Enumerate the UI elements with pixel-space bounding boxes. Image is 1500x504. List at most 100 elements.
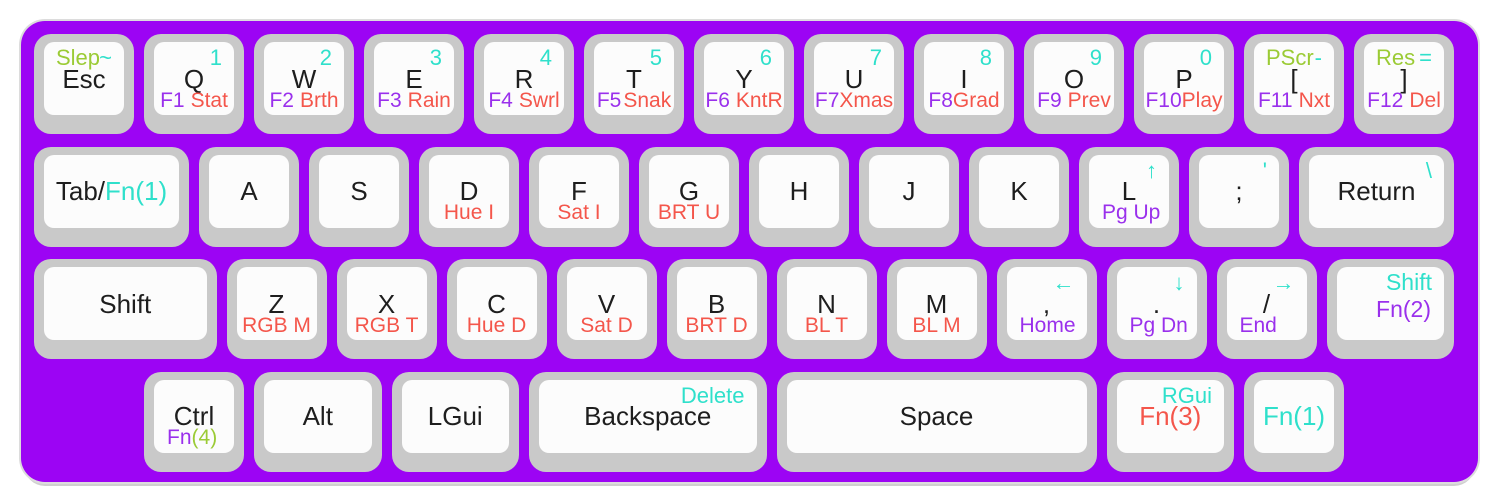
key-t-legend-main: T <box>626 66 642 92</box>
key-y[interactable]: 6 Y F6 KntR <box>694 34 794 134</box>
key-period-legend-bottom: Pg Dn <box>1127 314 1188 338</box>
key-fn3-legend-top-right: RGui <box>1161 382 1212 408</box>
key-b-legend-main-0: B <box>707 288 726 319</box>
key-ctrl-legend-main: Ctrl <box>174 403 214 429</box>
key-g[interactable]: G BRT U <box>639 146 739 247</box>
key-v-legend-main-0: V <box>597 288 616 319</box>
key-x-legend-bottom: RGB T <box>355 314 419 338</box>
key-comma-legend-main: , <box>1043 291 1050 317</box>
key-c[interactable]: C Hue D <box>446 259 547 359</box>
key-esc-legend-main-0: Esc <box>62 63 106 94</box>
key-space[interactable]: Space <box>776 371 1097 472</box>
key-c-legend-bottom-0: Hue D <box>466 313 527 337</box>
key-j[interactable]: J <box>859 146 959 247</box>
key-period-legend-main-0: . <box>1152 288 1161 319</box>
key-i-legend-top-right: 8 <box>979 45 992 70</box>
key-e[interactable]: 3 E F3 Rain <box>364 34 464 134</box>
key-comma[interactable]: ←, Home <box>996 259 1097 359</box>
key-l-legend-main: L <box>1122 178 1136 204</box>
key-u[interactable]: 7 U F7 Xmas <box>804 34 904 134</box>
key-u-legend-bottom: F7 Xmas <box>815 89 893 113</box>
key-u-legend-main-0: U <box>844 63 864 94</box>
key-fn1-legend-main-0: Fn(1) <box>1262 401 1326 431</box>
key-ctrl[interactable]: Ctrl Fn (4) <box>144 371 244 472</box>
key-o-legend-bottom: F9 Prev <box>1037 89 1111 113</box>
key-o[interactable]: 9 O F9 Prev <box>1024 34 1124 134</box>
key-s-legend-main-0: S <box>350 176 368 206</box>
key-g-legend-main: G <box>679 178 699 204</box>
keycap-return: \ Return <box>1309 154 1444 228</box>
key-fn3[interactable]: RGui Fn(3) <box>1106 371 1234 472</box>
key-e-legend-top-right: 3 <box>429 45 442 70</box>
key-t[interactable]: 5 T F5 Snak <box>584 34 684 134</box>
key-u-legend-bottom-1: Xmas <box>839 88 894 112</box>
keycap-lbracket: PScr -[F11 Nxt <box>1254 42 1334 115</box>
key-y-legend-main: Y <box>735 66 752 92</box>
key-v-legend-main: V <box>598 291 615 317</box>
key-w-legend-bottom-0: F2 <box>269 88 294 112</box>
keycap-y: 6 Y F6 KntR <box>704 42 784 115</box>
key-a[interactable]: A <box>199 146 299 247</box>
key-v-legend-bottom-0: Sat D <box>580 313 633 337</box>
key-x[interactable]: X RGB T <box>336 259 437 359</box>
key-n-legend-bottom: BL T <box>797 314 857 338</box>
keycap-e: 3 E F3 Rain <box>374 42 454 115</box>
key-alt-legend-main-0: Alt <box>302 401 333 431</box>
key-backspace[interactable]: Delete Backspace <box>529 371 767 472</box>
key-f-legend-bottom-0: Sat I <box>557 201 601 225</box>
keycap-rbracket: Res =] F12 Del <box>1364 42 1444 115</box>
key-rshift[interactable]: Shift Fn(2) <box>1326 259 1454 359</box>
key-i-legend-main-0: I <box>960 63 968 94</box>
key-t-legend-bottom: F5 Snak <box>597 89 671 113</box>
key-h[interactable]: H <box>749 146 849 247</box>
key-f[interactable]: F Sat I <box>529 146 629 247</box>
keycap-rshift: Shift Fn(2) <box>1336 267 1444 340</box>
key-x-legend-main: X <box>378 291 395 317</box>
key-s[interactable]: S <box>309 146 409 247</box>
keycap-alt: Alt <box>264 379 372 453</box>
key-return-legend-main-0: Return <box>1337 176 1416 206</box>
key-e-legend-main: E <box>405 66 422 92</box>
key-n[interactable]: N BL T <box>776 259 877 359</box>
key-lshift[interactable]: Shift <box>34 259 217 359</box>
key-m[interactable]: M BL M <box>886 259 987 359</box>
key-t-legend-top-right: 5 <box>649 45 662 70</box>
keycap-f: F Sat I <box>539 154 619 228</box>
key-return-legend-main: Return <box>1337 178 1415 204</box>
key-c-legend-bottom: Hue D <box>467 314 527 338</box>
key-z-legend-main-0: Z <box>268 288 285 319</box>
key-k-legend-main: K <box>1010 178 1027 204</box>
keycap-k: K <box>979 154 1059 228</box>
key-b[interactable]: B BRT D <box>666 259 767 359</box>
key-esc[interactable]: Slep ~ Esc <box>34 34 134 134</box>
key-l[interactable]: ↑ L Pg Up <box>1079 146 1179 247</box>
key-i[interactable]: 8 I F8 Grad <box>914 34 1014 134</box>
key-lbracket[interactable]: PScr -[F11 Nxt <box>1244 34 1344 134</box>
keycap-g: G BRT U <box>649 154 729 228</box>
key-w[interactable]: 2 W F2 Brth <box>254 34 354 134</box>
key-p-legend-top-right: 0 <box>1199 45 1212 70</box>
key-tab-legend-main: Tab/Fn(1) <box>56 178 167 204</box>
key-z-legend-bottom-0: RGB M <box>242 313 311 337</box>
key-return[interactable]: \ Return <box>1299 146 1454 247</box>
keycap-comma: ←, Home <box>1006 267 1087 340</box>
key-i-legend-bottom: F8 Grad <box>928 89 999 113</box>
key-fn1-legend-main: Fn(1) <box>1263 403 1325 429</box>
key-lgui[interactable]: LGui <box>391 371 519 472</box>
key-rbracket[interactable]: Res =] F12 Del <box>1354 34 1454 134</box>
key-semicolon[interactable]: '; <box>1189 146 1289 247</box>
key-rbracket-legend-bottom: F12 Del <box>1367 89 1441 113</box>
key-tab[interactable]: Tab/Fn(1) <box>34 146 189 247</box>
key-q[interactable]: 1 Q F1 Stat <box>144 34 244 134</box>
key-alt[interactable]: Alt <box>254 371 382 472</box>
keycap-v: V Sat D <box>566 267 647 340</box>
key-z[interactable]: Z RGB M <box>226 259 327 359</box>
key-d[interactable]: D Hue I <box>419 146 519 247</box>
key-v[interactable]: V Sat D <box>556 259 657 359</box>
key-slash[interactable]: → / End <box>1216 259 1317 359</box>
key-fn1[interactable]: Fn(1) <box>1244 371 1344 472</box>
key-r[interactable]: 4 R F4 Swrl <box>474 34 574 134</box>
key-p[interactable]: 0 P F10 Play <box>1134 34 1234 134</box>
key-k[interactable]: K <box>969 146 1069 247</box>
key-period[interactable]: ↓. Pg Dn <box>1106 259 1207 359</box>
